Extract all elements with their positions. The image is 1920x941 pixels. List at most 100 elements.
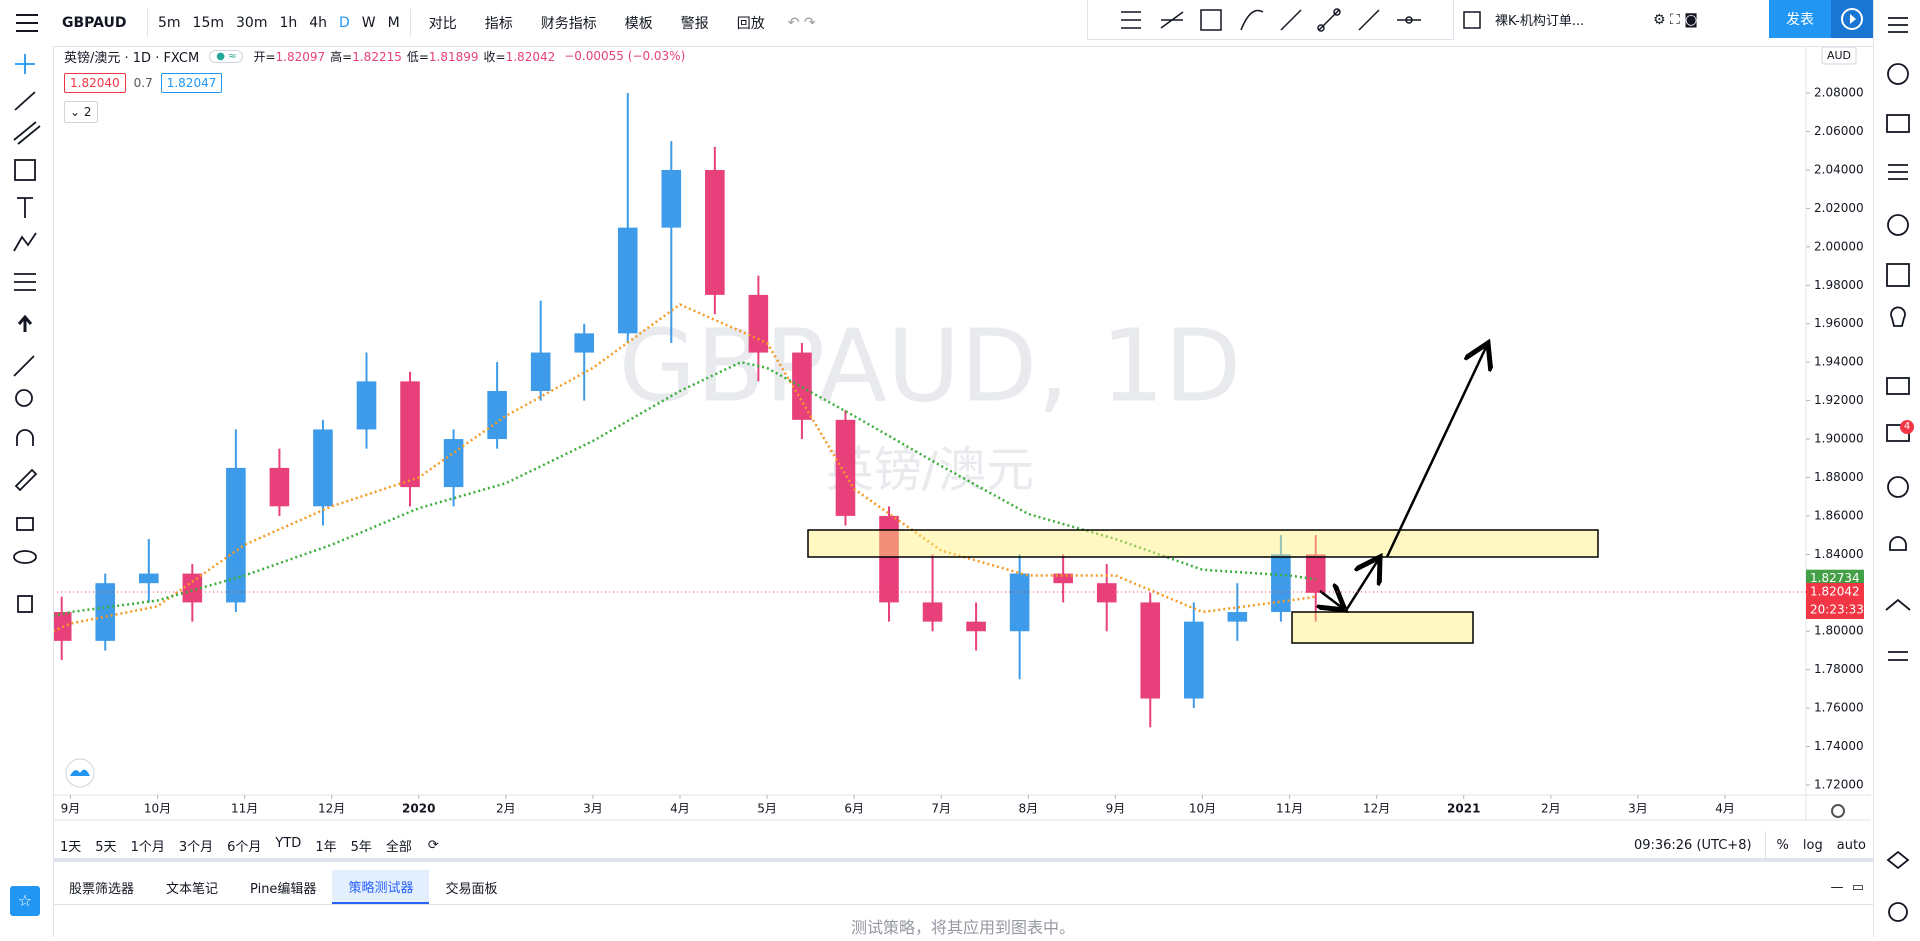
panel-tab[interactable]: 交易面板 bbox=[445, 881, 498, 897]
x-tick-label: 9月 bbox=[1106, 802, 1126, 816]
interval[interactable]: 1h bbox=[279, 15, 298, 31]
watchlist-star[interactable]: ☆ bbox=[10, 886, 40, 916]
play-button[interactable] bbox=[1831, 0, 1873, 38]
candle-body bbox=[182, 573, 203, 603]
x-tick-label: 12月 bbox=[1363, 802, 1390, 816]
x-tick-label: 3月 bbox=[583, 802, 603, 816]
candle-body bbox=[138, 573, 159, 584]
ohlc-key: 开= bbox=[253, 49, 276, 64]
moving-average bbox=[53, 303, 1316, 633]
candle-body bbox=[574, 333, 595, 353]
panel-controls[interactable]: — ▭ bbox=[1830, 879, 1864, 895]
scale-option[interactable]: log bbox=[1802, 837, 1823, 853]
candle-body bbox=[661, 169, 682, 228]
interval[interactable]: 15m bbox=[192, 15, 224, 31]
x-tick-label: 2月 bbox=[1541, 802, 1561, 816]
candle-body bbox=[530, 352, 551, 391]
arrow[interactable] bbox=[1320, 591, 1345, 610]
range-button[interactable]: 3个月 bbox=[178, 839, 214, 855]
currency-box[interactable] bbox=[1821, 46, 1857, 65]
interval[interactable]: 5m bbox=[158, 15, 181, 31]
y-tick-label: 1.88000 bbox=[1814, 470, 1864, 484]
candle-body bbox=[226, 467, 246, 603]
menu-icon[interactable] bbox=[0, 0, 53, 46]
panel-tab[interactable]: Pine编辑器 bbox=[250, 881, 317, 897]
candle-body bbox=[1140, 602, 1161, 699]
candle-body bbox=[1184, 621, 1204, 699]
symbol[interactable]: GBPAUD bbox=[62, 15, 127, 31]
range-button[interactable]: 1天 bbox=[60, 839, 82, 855]
interval[interactable]: 30m bbox=[236, 15, 268, 31]
range-button[interactable]: 5天 bbox=[95, 839, 117, 855]
goto-date[interactable]: ⟳ bbox=[427, 837, 439, 853]
settings-icon[interactable] bbox=[1831, 804, 1845, 818]
notification-badge: 4 bbox=[1900, 420, 1914, 434]
interval[interactable]: 4h bbox=[309, 15, 328, 31]
indicator-count: 2 bbox=[83, 105, 92, 119]
bottom-tabs: 股票筛选器 文本笔记 Pine编辑器 策略测试器 交易面板 — ▭ bbox=[53, 870, 1873, 905]
range-button[interactable]: 5年 bbox=[350, 839, 372, 855]
y-tick-label: 1.74000 bbox=[1814, 739, 1864, 753]
interval[interactable]: M bbox=[387, 15, 400, 31]
arrow[interactable] bbox=[1385, 343, 1488, 558]
ohlc-key: 高= bbox=[330, 49, 353, 64]
x-tick-label: 4月 bbox=[1715, 802, 1735, 816]
panel-tab[interactable]: 策略测试器 bbox=[332, 870, 430, 904]
drawing-tools[interactable] bbox=[1091, 0, 1451, 39]
scale-option[interactable]: % bbox=[1776, 837, 1789, 853]
candle-body bbox=[487, 390, 507, 440]
bid[interactable]: 1.82040 bbox=[64, 73, 126, 93]
toolbar-button[interactable]: 警报 bbox=[680, 16, 709, 32]
ohlc-key: 收= bbox=[483, 49, 506, 64]
legend: 英镑/澳元 · 1D · FXCM ● ≈ 开=1.82097 高=1.82215… bbox=[64, 46, 685, 66]
separator bbox=[147, 9, 148, 37]
x-tick-label: 7月 bbox=[931, 802, 951, 816]
panel-tab[interactable]: 股票筛选器 bbox=[69, 881, 135, 897]
toolbar-button[interactable]: 对比 bbox=[428, 16, 457, 32]
interval[interactable]: W bbox=[361, 15, 376, 31]
candle-body bbox=[922, 602, 943, 622]
x-tick-label: 9月 bbox=[61, 802, 81, 816]
ask[interactable]: 1.82047 bbox=[160, 73, 223, 93]
panel-tab[interactable]: 文本笔记 bbox=[166, 881, 219, 897]
range-button[interactable]: 1个月 bbox=[130, 839, 165, 855]
toolbar-button[interactable]: 回放 bbox=[736, 16, 765, 32]
candle-body bbox=[1009, 573, 1030, 632]
zone-box[interactable] bbox=[807, 529, 1599, 558]
toolbar-button[interactable]: 模板 bbox=[624, 16, 653, 32]
tool-icons[interactable] bbox=[0, 46, 53, 937]
price-tag-label: 1.82734 bbox=[1810, 571, 1860, 585]
ohlc: 开=1.82097 高=1.82215 低=1.81899 收=1.82042 bbox=[253, 48, 560, 65]
zone-box[interactable] bbox=[1291, 611, 1474, 644]
range-button[interactable]: 1年 bbox=[315, 839, 337, 855]
arrow[interactable] bbox=[1343, 557, 1380, 613]
candle-body bbox=[400, 381, 420, 488]
toolbar-button[interactable]: 指标 bbox=[484, 16, 513, 32]
publish-button[interactable]: 发表 bbox=[1769, 0, 1831, 38]
rect-icon[interactable] bbox=[1460, 0, 1486, 39]
status-pill[interactable]: ● ≈ bbox=[209, 49, 244, 63]
undo-redo[interactable]: ↶ ↷ bbox=[787, 15, 816, 31]
layout-name[interactable]: 裸K-机构订单... bbox=[1495, 14, 1585, 29]
y-tick-label: 2.02000 bbox=[1814, 201, 1864, 215]
range-button[interactable]: YTD bbox=[275, 835, 302, 851]
candle-body bbox=[269, 467, 290, 507]
range-button[interactable]: 全部 bbox=[385, 839, 412, 855]
collapse-indicators[interactable]: ⌄ 2 bbox=[64, 101, 98, 123]
x-tick-label: 3月 bbox=[1628, 802, 1648, 816]
order-panel: 1.82040 0.7 1.82047 bbox=[64, 72, 223, 94]
y-tick-label: 1.94000 bbox=[1814, 355, 1864, 369]
sidebar-icons[interactable] bbox=[1874, 0, 1920, 937]
legend-title: 英镑/澳元 · 1D · FXCM bbox=[64, 50, 200, 66]
toolbar-button[interactable]: 财务指标 bbox=[540, 16, 597, 32]
watermark-name: 英镑/澳元 bbox=[826, 442, 1034, 498]
settings-icons[interactable]: ⚙ ⛶ ◙ bbox=[1653, 11, 1698, 28]
interval[interactable]: D bbox=[339, 15, 350, 31]
range-button[interactable]: 6个月 bbox=[227, 839, 262, 855]
scale-option[interactable]: auto bbox=[1836, 837, 1866, 853]
y-tick-label: 1.76000 bbox=[1814, 701, 1864, 715]
x-tick-label: 8月 bbox=[1019, 802, 1039, 816]
x-tick-label: 11月 bbox=[231, 802, 258, 816]
ohlc-value: 1.82097 bbox=[275, 49, 326, 64]
